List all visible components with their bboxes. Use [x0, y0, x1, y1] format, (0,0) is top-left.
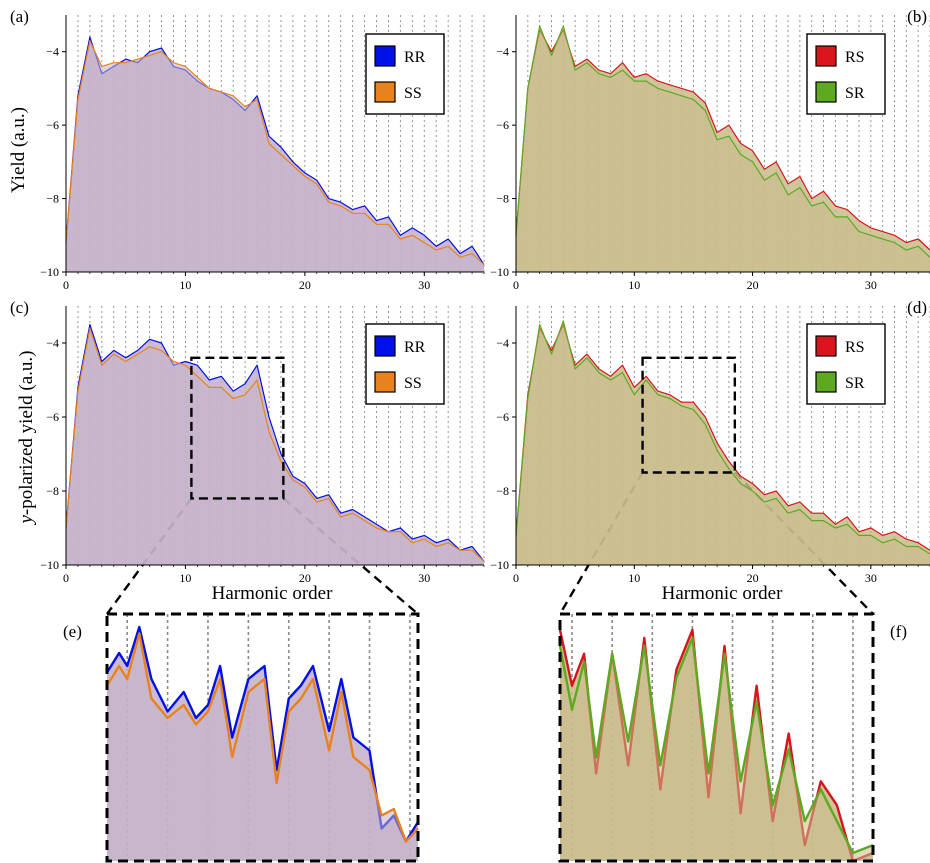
legend-swatch-c-RR	[374, 335, 396, 357]
x-tick-label-b-2: 20	[747, 278, 759, 292]
y-tick-label-b-1: −6	[496, 118, 509, 132]
legend-label-d-SR: SR	[845, 375, 865, 392]
legend-label-a-SS: SS	[404, 85, 422, 102]
panel-tag-c: (c)	[10, 298, 29, 317]
bottom-y-axis-label: y-polarized yield (a.u.)	[16, 350, 37, 525]
y-tick-label-d-2: −8	[496, 484, 509, 498]
panel-c: 0 10 20 30 −4 −6 −8 −10 (c) RR SS	[10, 298, 485, 585]
legend-label-a-RR: RR	[404, 49, 426, 66]
zoom-region-c	[190, 356, 285, 500]
x-tick-label-c-0: 0	[63, 571, 69, 585]
x-tick-label-c-2: 20	[299, 571, 311, 585]
x-tick-label-d-0: 0	[513, 571, 519, 585]
panel-e: (e)	[63, 612, 420, 863]
bottom-y-axis-label-italic: y	[16, 515, 37, 526]
area-e-SS	[107, 633, 418, 861]
x-tick-label-a-0: 0	[63, 278, 69, 292]
x-axis-label-right: Harmonic order	[662, 583, 783, 604]
x-tick-label-c-1: 10	[179, 571, 191, 585]
bottom-y-axis-label-rest: -polarized yield (a.u.)	[16, 350, 37, 515]
panel-tag-e: (e)	[63, 622, 82, 641]
series-line-b-SR	[515, 25, 930, 258]
area-a-SS	[66, 40, 484, 273]
legend-label-c-SS: SS	[404, 375, 422, 392]
y-tick-label-b-2: −8	[496, 192, 509, 206]
zoom-frame-f	[558, 612, 875, 863]
legend-swatch-b-SR	[815, 81, 837, 103]
legend-swatch-c-SS	[374, 371, 396, 393]
legend-label-c-RR: RR	[404, 339, 426, 356]
y-tick-label-c-1: −6	[46, 410, 59, 424]
x-tick-label-b-3: 30	[865, 278, 877, 292]
panel-a: 0 10 20 30 −4 −6 −8 −10 (a) RR SS	[10, 7, 485, 292]
y-tick-label-a-1: −6	[46, 118, 59, 132]
x-tick-label-d-3: 30	[865, 571, 877, 585]
panel-tag-d: (d)	[907, 298, 927, 317]
zoom-region-d	[641, 356, 737, 474]
y-tick-label-d-3: −10	[490, 558, 509, 572]
legend-label-b-RS: RS	[845, 49, 865, 66]
legend-d: RS SR	[806, 323, 886, 405]
series-line-a-SS	[65, 40, 485, 266]
x-tick-label-a-3: 30	[418, 278, 430, 292]
x-tick-label-a-1: 10	[179, 278, 191, 292]
y-tick-label-c-2: −8	[46, 484, 59, 498]
series-line-e-RR	[105, 625, 420, 843]
legend-label-d-RS: RS	[845, 339, 865, 356]
panel-b: 0 10 20 30 −4 −6 −8 −10 (b) RS SR	[490, 7, 930, 292]
y-tick-label-a-3: −10	[40, 265, 59, 279]
y-tick-label-a-0: −4	[46, 45, 59, 59]
legend-swatch-b-RS	[815, 45, 837, 67]
zoom-frame-e	[105, 612, 420, 863]
legend-a: RR SS	[365, 33, 445, 115]
area-b-SR	[516, 26, 930, 272]
y-tick-label-c-0: −4	[46, 336, 59, 350]
panel-d: 0 10 20 30 −4 −6 −8 −10 (d) RS SR	[490, 298, 930, 585]
y-tick-label-a-2: −8	[46, 192, 59, 206]
x-tick-label-b-0: 0	[513, 278, 519, 292]
legend-swatch-a-SS	[374, 81, 396, 103]
y-tick-label-d-0: −4	[496, 336, 509, 350]
panels-layer: 0 10 20 30 −4 −6 −8 −10 (a) RR SS 0 10 20 30 −4 −6 −8 −10 (…	[10, 7, 930, 863]
legend-b: RS SR	[806, 33, 886, 115]
y-tick-label-c-3: −10	[40, 558, 59, 572]
legend-swatch-d-RS	[815, 335, 837, 357]
series-line-f-SR	[558, 636, 874, 855]
legend-label-b-SR: SR	[845, 85, 865, 102]
area-d-SR	[516, 320, 930, 565]
top-y-axis-label: Yield (a.u.)	[8, 107, 29, 193]
series-line-c-RR	[65, 323, 485, 562]
legend-c: RR SS	[365, 323, 445, 405]
y-tick-label-d-1: −6	[496, 410, 509, 424]
x-tick-label-d-2: 20	[747, 571, 759, 585]
panel-tag-f: (f)	[890, 622, 907, 641]
panel-tag-a: (a)	[10, 7, 29, 26]
panel-tag-b: (b)	[907, 7, 927, 26]
series-line-e-SS	[105, 632, 419, 843]
x-tick-label-c-3: 30	[418, 571, 430, 585]
series-line-d-RS	[515, 323, 930, 551]
x-tick-label-a-2: 20	[299, 278, 311, 292]
panel-f: (f)	[558, 612, 907, 863]
area-f-SR	[560, 637, 873, 861]
legend-swatch-a-RR	[374, 45, 396, 67]
x-tick-label-d-1: 10	[628, 571, 640, 585]
y-tick-label-b-0: −4	[496, 45, 509, 59]
legend-swatch-d-SR	[815, 371, 837, 393]
series-line-c-SS	[65, 327, 485, 562]
x-tick-label-b-1: 10	[628, 278, 640, 292]
y-tick-label-b-3: −10	[490, 265, 509, 279]
series-line-d-SR	[515, 320, 930, 555]
x-axis-label-left: Harmonic order	[212, 583, 333, 604]
series-line-b-RS	[515, 29, 930, 251]
